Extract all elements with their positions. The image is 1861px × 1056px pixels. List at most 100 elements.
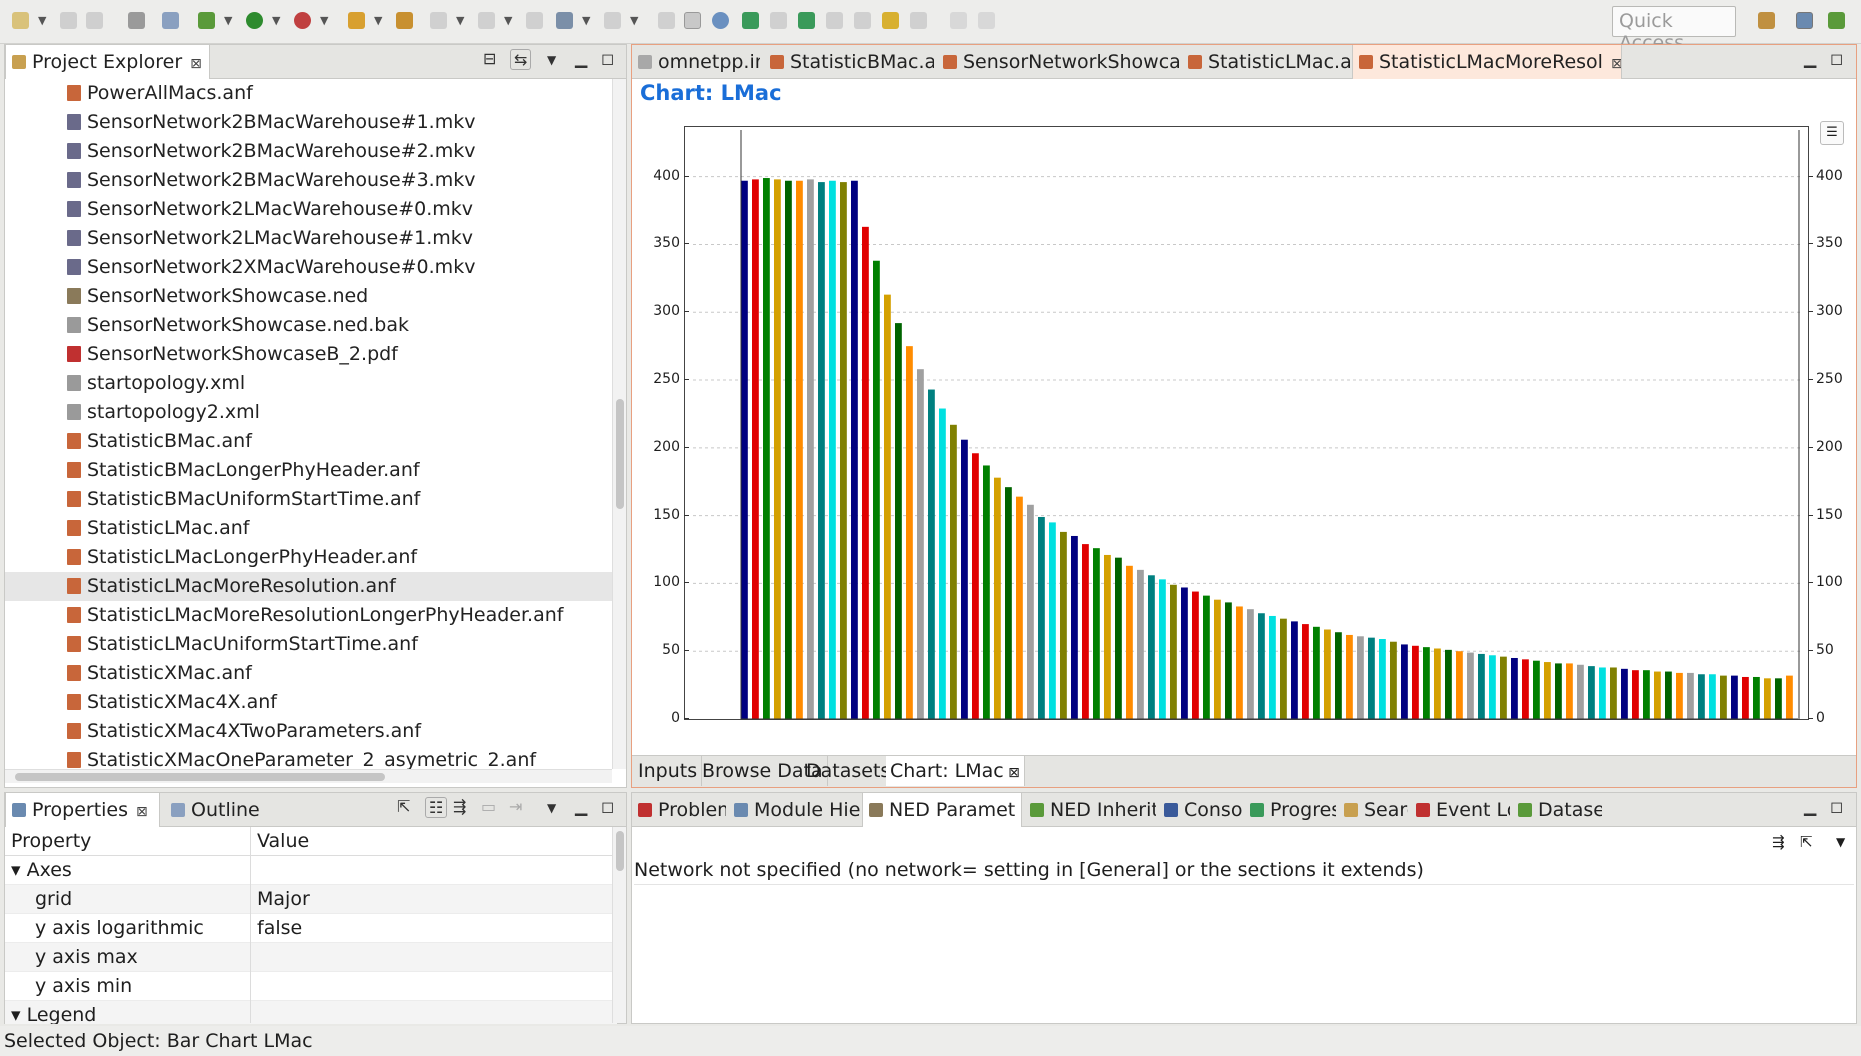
toolbar-action-icon[interactable]: ⇶ <box>1772 833 1785 851</box>
tree-item[interactable]: SensorNetworkShowcaseB_2.pdf <box>67 340 615 369</box>
maximize-icon[interactable]: ◻ <box>1830 49 1844 68</box>
bottom-tab[interactable]: Event Log <box>1410 793 1510 827</box>
open-icon[interactable]: ⇱ <box>1800 833 1813 851</box>
tree-item[interactable]: startopology2.xml <box>67 398 615 427</box>
tree-item[interactable]: SensorNetwork2BMacWarehouse#2.mkv <box>67 137 615 166</box>
debug-icon[interactable] <box>198 12 215 29</box>
bottom-tab[interactable]: Search <box>1338 793 1408 827</box>
properties-scrollbar-thumb[interactable] <box>616 831 624 871</box>
wand-icon[interactable] <box>348 12 365 29</box>
bottom-tab[interactable]: Progress <box>1244 793 1336 827</box>
tree-item[interactable]: StatisticBMacLongerPhyHeader.anf <box>67 456 615 485</box>
zoom-fit-icon[interactable] <box>658 12 675 29</box>
forward-icon[interactable] <box>604 12 621 29</box>
view-menu-icon[interactable]: ▼ <box>547 53 557 67</box>
property-category[interactable]: ▾ Legend <box>5 1001 617 1024</box>
tree-item[interactable]: StatisticXMacOneParameter_2_asymetric_2.… <box>67 746 615 775</box>
link-editor-icon[interactable]: ⇆ <box>510 49 532 70</box>
tab-outline[interactable]: Outline <box>165 793 265 827</box>
next-annotation-icon[interactable] <box>430 12 447 29</box>
close-icon[interactable]: ⊠ <box>1003 765 1020 781</box>
collapse-all-icon[interactable]: ⊟ <box>483 49 497 68</box>
tree-item[interactable]: SensorNetwork2LMacWarehouse#0.mkv <box>67 195 615 224</box>
tree-item[interactable]: StatisticBMac.anf <box>67 427 615 456</box>
tree-item[interactable]: StatisticXMac.anf <box>67 659 615 688</box>
chart-menu-icon[interactable]: ☰ <box>1820 121 1844 145</box>
chevron-down-icon[interactable]: ▼ <box>456 14 465 27</box>
advanced-icon[interactable]: ⇥ <box>509 797 523 816</box>
property-category[interactable]: ▾ Axes <box>5 856 617 885</box>
zoom-vertical-icon[interactable] <box>798 12 815 29</box>
property-value[interactable]: Major <box>257 888 310 910</box>
open-perspective-icon[interactable] <box>1758 12 1775 29</box>
undo-icon[interactable] <box>950 12 967 29</box>
prev-annotation-icon[interactable] <box>478 12 495 29</box>
zoom-horizontal-icon[interactable] <box>742 12 759 29</box>
close-icon[interactable]: ⊠ <box>1610 56 1622 72</box>
bottom-tab[interactable]: Module Hierar <box>728 793 860 827</box>
last-edit-icon[interactable] <box>526 12 543 29</box>
copy-icon[interactable] <box>910 12 927 29</box>
minimize-icon[interactable]: ▁ <box>1804 797 1817 816</box>
restore-default-icon[interactable]: ▭ <box>481 797 497 816</box>
bottom-tab[interactable]: NED Paramet⊠ <box>862 793 1022 827</box>
tree-item[interactable]: startopology.xml <box>67 369 615 398</box>
editor-tab[interactable]: StatisticLMacMoreResol ⊠ <box>1352 45 1622 79</box>
open-folder-icon[interactable] <box>396 12 413 29</box>
zoom-box-icon[interactable] <box>854 12 871 29</box>
tree-item[interactable]: StatisticXMac4XTwoParameters.anf <box>67 717 615 746</box>
tree-scrollbar[interactable] <box>612 79 626 769</box>
minimize-icon[interactable]: ▁ <box>575 49 588 68</box>
categories-icon[interactable]: ☷ <box>425 797 448 818</box>
chevron-down-icon[interactable]: ▼ <box>504 14 513 27</box>
chart-page-tab[interactable]: Browse Data <box>698 756 828 786</box>
tree-item[interactable]: StatisticLMacLongerPhyHeader.anf <box>67 543 615 572</box>
tree-item[interactable]: SensorNetworkShowcase.ned.bak <box>67 311 615 340</box>
view-menu-icon[interactable]: ▼ <box>547 801 557 815</box>
zoom-icon[interactable] <box>712 12 729 29</box>
chart-page-tab[interactable]: Datasets <box>802 756 896 786</box>
chevron-down-icon[interactable]: ▼ <box>272 14 281 27</box>
profile-icon[interactable] <box>294 12 311 29</box>
value-column-header[interactable]: Value <box>257 830 310 852</box>
editor-tab[interactable]: SensorNetworkShowcase. <box>937 45 1179 79</box>
chart-page-tab[interactable]: Inputs <box>634 756 703 786</box>
print-icon[interactable] <box>128 12 145 29</box>
chevron-down-icon[interactable]: ▼ <box>320 14 329 27</box>
tree-item[interactable]: StatisticLMac.anf <box>67 514 615 543</box>
tree-hscrollbar[interactable] <box>5 769 612 783</box>
property-column-header[interactable]: Property <box>11 830 92 852</box>
minimize-icon[interactable]: ▁ <box>1804 49 1817 68</box>
tree-item[interactable]: PowerAllMacs.anf <box>67 79 615 108</box>
editor-tab[interactable]: omnetpp.ini <box>632 45 760 79</box>
bottom-tab[interactable]: Dataset <box>1512 793 1602 827</box>
pan-hand-icon[interactable] <box>684 12 701 29</box>
tree-scrollbar-thumb[interactable] <box>616 399 624 509</box>
maximize-icon[interactable]: ◻ <box>1830 797 1844 816</box>
zoom-out-horizontal-icon[interactable] <box>770 12 787 29</box>
tree-item[interactable]: SensorNetwork2LMacWarehouse#1.mkv <box>67 224 615 253</box>
editor-tab[interactable]: StatisticBMac.anf <box>764 45 934 79</box>
refresh-icon[interactable] <box>882 12 899 29</box>
chart-page-tab[interactable]: Chart: LMac ⊠ <box>886 756 1025 786</box>
expand-icon[interactable]: ▾ <box>11 859 27 881</box>
tree-item[interactable]: StatisticXMac4X.anf <box>67 688 615 717</box>
tree-item[interactable]: SensorNetwork2XMacWarehouse#0.mkv <box>67 253 615 282</box>
chevron-down-icon[interactable]: ▼ <box>630 14 639 27</box>
chevron-down-icon[interactable]: ▼ <box>374 14 383 27</box>
tab-project-explorer[interactable]: Project Explorer ⊠ <box>5 45 210 79</box>
chevron-down-icon[interactable]: ▼ <box>224 14 233 27</box>
debug-perspective-icon[interactable] <box>1828 12 1845 29</box>
save-all-icon[interactable] <box>86 12 103 29</box>
filter-icon[interactable]: ⇶ <box>453 797 467 816</box>
property-row[interactable]: y axis max <box>5 943 617 972</box>
expand-icon[interactable]: ▾ <box>11 1004 27 1024</box>
editor-tab[interactable]: StatisticLMac.anf <box>1182 45 1350 79</box>
tab-properties[interactable]: Properties ⊠ <box>5 793 160 827</box>
properties-scrollbar[interactable] <box>612 827 626 1023</box>
close-icon[interactable]: ⊠ <box>136 804 148 820</box>
run-icon[interactable] <box>246 12 263 29</box>
property-value[interactable]: false <box>257 917 303 939</box>
property-row[interactable]: grid Major <box>5 885 617 914</box>
back-icon[interactable] <box>556 12 573 29</box>
